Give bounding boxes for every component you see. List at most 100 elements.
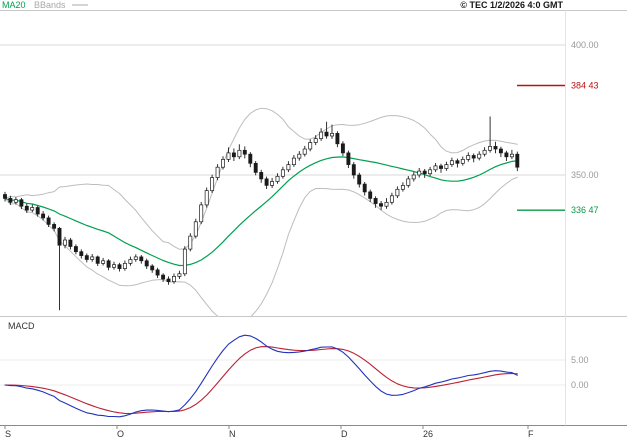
candle-body xyxy=(73,246,78,253)
candle-body xyxy=(122,263,127,269)
macd-line xyxy=(4,334,518,418)
price-levels-layer xyxy=(517,84,565,211)
x-axis-label: N xyxy=(229,429,236,439)
candle-body xyxy=(444,164,449,169)
candle-body xyxy=(504,152,509,158)
candle-body xyxy=(264,178,269,186)
candle-body xyxy=(188,235,193,250)
candle-body xyxy=(362,183,367,193)
candle-body xyxy=(259,172,264,180)
candle-body xyxy=(112,264,116,268)
candle-body xyxy=(133,256,138,260)
candle-body xyxy=(193,221,198,237)
candle-body xyxy=(117,264,122,269)
x-axis-label: 26 xyxy=(423,429,433,439)
candle-body xyxy=(357,174,362,185)
candle-body xyxy=(351,164,356,176)
candle-body xyxy=(177,273,182,277)
legend-ma20-label: MA20 xyxy=(2,0,26,10)
candle-body xyxy=(161,274,166,280)
candle-body xyxy=(515,153,520,168)
candle-body xyxy=(411,174,416,180)
candle-body xyxy=(455,160,460,164)
ma20-line xyxy=(4,156,518,267)
macd-axis-label: 5.00 xyxy=(571,355,589,365)
candle-body xyxy=(215,166,220,178)
candle-body xyxy=(13,199,18,203)
candle-body xyxy=(368,191,373,199)
candle-body xyxy=(237,149,242,158)
candle-body xyxy=(150,265,155,271)
bollinger-bands-layer xyxy=(4,107,518,316)
candle-body xyxy=(498,148,503,154)
price-axis-label: 400.00 xyxy=(571,40,599,50)
candle-body xyxy=(52,224,57,229)
candle-body xyxy=(428,169,433,175)
candle-body xyxy=(253,162,258,173)
candle-body xyxy=(144,260,149,267)
gridlines-layer xyxy=(0,44,565,386)
candle-body xyxy=(106,260,111,268)
candle-body xyxy=(172,276,176,282)
candle-body xyxy=(128,259,133,264)
candle-body xyxy=(8,198,13,203)
macd-axis-label: 0.00 xyxy=(571,380,589,390)
candle-body xyxy=(30,207,35,211)
candle-body xyxy=(84,255,89,260)
candle-body xyxy=(482,149,487,155)
x-axis-label: D xyxy=(341,429,348,439)
candle-body xyxy=(488,146,492,151)
candle-body xyxy=(95,256,100,264)
candle-body xyxy=(302,148,307,155)
price-level-label: 384 43 xyxy=(571,81,599,91)
legend-bbands-label: BBands xyxy=(34,0,66,10)
candle-body xyxy=(439,165,443,169)
copyright-text: © TEC 1/2/2026 4:0 GMT xyxy=(460,0,563,10)
bollinger-upper-line xyxy=(4,107,518,250)
candle-body xyxy=(231,152,236,158)
candle-body xyxy=(313,138,318,143)
candle-body xyxy=(270,181,274,186)
candle-body xyxy=(221,159,225,168)
candle-body xyxy=(346,152,351,165)
candle-body xyxy=(422,170,427,175)
x-axis-label: O xyxy=(117,429,124,439)
candle-body xyxy=(509,153,514,158)
candle-body xyxy=(3,194,7,199)
candle-body xyxy=(46,217,51,225)
macd-layer xyxy=(4,334,518,418)
x-axis-label: F xyxy=(528,429,534,439)
candle-body xyxy=(400,185,405,190)
candle-body xyxy=(373,198,378,204)
price-axis-label: 350.00 xyxy=(571,170,599,180)
candle-body xyxy=(297,153,302,159)
candle-body xyxy=(335,133,340,145)
candle-body xyxy=(324,131,329,137)
candle-body xyxy=(24,205,29,211)
candle-body xyxy=(319,131,324,139)
candle-body xyxy=(35,207,40,215)
candle-body xyxy=(384,201,389,207)
candle-body xyxy=(79,251,84,256)
candle-body xyxy=(340,143,345,154)
candle-body xyxy=(248,153,253,164)
candle-body xyxy=(90,256,95,260)
macd-signal-line xyxy=(4,346,518,415)
macd-panel-label: MACD xyxy=(8,321,35,331)
candle-body xyxy=(280,169,285,177)
candle-body xyxy=(182,248,187,275)
candle-body xyxy=(199,204,204,223)
candle-body xyxy=(19,199,24,207)
candle-body xyxy=(63,239,67,246)
price-level-label: 336 47 xyxy=(571,205,599,215)
candle-body xyxy=(330,133,334,137)
candle-body xyxy=(433,165,438,171)
candle-body xyxy=(308,142,313,150)
candle-body xyxy=(406,178,411,186)
candle-body xyxy=(477,153,482,159)
x-axis-label: S xyxy=(5,429,11,439)
candle-body xyxy=(210,177,215,191)
ma20-layer xyxy=(4,156,518,267)
